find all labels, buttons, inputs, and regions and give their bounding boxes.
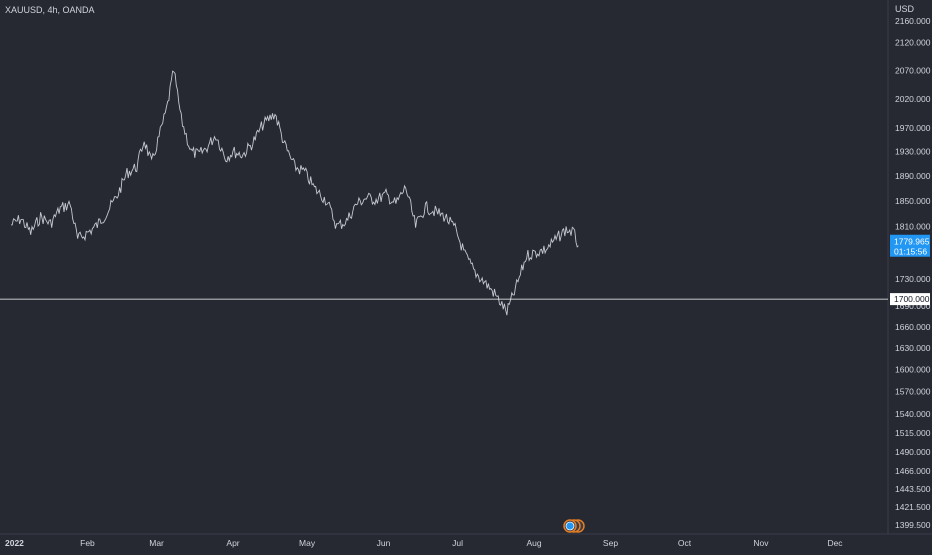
price-tick-label: 1540.000 — [895, 409, 931, 419]
time-tick-label: Mar — [149, 538, 164, 548]
price-tick-label: 1690.000 — [895, 301, 931, 311]
price-tick-label: 1515.000 — [895, 428, 931, 438]
time-tick-label: Feb — [80, 538, 95, 548]
time-tick-label: 2022 — [5, 538, 24, 548]
price-tick-label: 1970.000 — [895, 123, 931, 133]
price-tick-label: 2020.000 — [895, 94, 931, 104]
price-tick-label: 1890.000 — [895, 171, 931, 181]
price-tick-label: 1810.000 — [895, 221, 931, 231]
time-tick-label: May — [299, 538, 316, 548]
price-axis[interactable]: 2160.000 2120.000 2070.000 2020.000 1970.000… — [895, 16, 931, 530]
price-tick-label: 2120.000 — [895, 38, 931, 48]
time-tick-label: Dec — [827, 538, 843, 548]
price-tick-label: 1600.000 — [895, 365, 931, 375]
series-layer — [11, 70, 579, 316]
price-tick-label: 1421.500 — [895, 502, 931, 512]
price-tick-label: 1570.000 — [895, 386, 931, 396]
time-tick-label: Sep — [603, 538, 618, 548]
event-markers[interactable] — [563, 519, 585, 533]
price-tick-label: 1466.000 — [895, 466, 931, 476]
time-tick-label: Aug — [526, 538, 541, 548]
horizontal-line-badge — [890, 293, 930, 306]
series-line — [11, 70, 579, 316]
horizontal-line-label: 1700.000 — [894, 294, 930, 304]
price-tick-label: 1930.000 — [895, 147, 931, 157]
price-tick-label: 1490.000 — [895, 447, 931, 457]
price-tick-label: 2070.000 — [895, 65, 931, 75]
price-tick-label: 1399.500 — [895, 520, 931, 530]
time-tick-label: Jun — [377, 538, 391, 548]
last-price-label: 1779.965 — [894, 237, 930, 247]
time-tick-label: Nov — [753, 538, 769, 548]
currency-label: USD — [895, 4, 915, 14]
price-tick-label: 1443.500 — [895, 484, 931, 494]
time-axis[interactable]: 2022 Feb Mar Apr May Jun Jul Aug Sep Oct Nov Dec — [5, 538, 843, 548]
time-tick-label: Jul — [452, 538, 463, 548]
symbol-info: XAUUSD, 4h, OANDA — [5, 5, 95, 15]
event-marker-icon[interactable] — [565, 521, 575, 531]
time-tick-label: Apr — [226, 538, 239, 548]
price-tick-label: 2160.000 — [895, 16, 931, 26]
countdown-label: 01:15:56 — [894, 247, 927, 257]
price-tick-label: 1850.000 — [895, 196, 931, 206]
price-tick-label: 1730.000 — [895, 274, 931, 284]
price-tick-label: 1630.000 — [895, 343, 931, 353]
last-price-badge — [890, 234, 930, 257]
price-tick-label: 1660.000 — [895, 322, 931, 332]
time-tick-label: Oct — [678, 538, 692, 548]
